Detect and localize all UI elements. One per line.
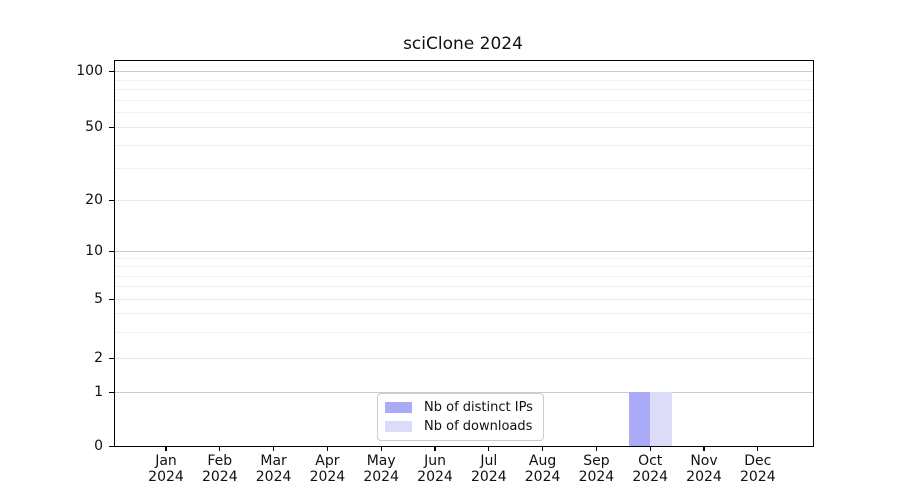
x-tick-label: Oct 2024 (618, 453, 682, 485)
x-tick-year: 2024 (363, 469, 399, 485)
gridline-minor (115, 112, 813, 114)
bar-downloads (650, 392, 672, 446)
x-tick-month: Jun (424, 453, 446, 469)
x-tick-month: Jul (480, 453, 498, 469)
x-tick-label: Nov 2024 (672, 453, 736, 485)
x-tick-month: Aug (528, 453, 557, 469)
x-tick-month: May (366, 453, 396, 469)
x-tick-month: Dec (744, 453, 772, 469)
x-tick-label: Sep 2024 (564, 453, 628, 485)
x-tick-label: Jan 2024 (134, 453, 198, 485)
y-tick-label: 2 (94, 350, 103, 366)
x-tick-month: Mar (260, 453, 287, 469)
gridline-minor (115, 266, 813, 268)
y-axis-tick (109, 126, 114, 128)
x-axis-tick (703, 446, 705, 451)
y-tick-label: 1 (94, 384, 103, 400)
x-tick-year: 2024 (255, 469, 292, 485)
gridline-major (115, 392, 813, 393)
x-tick-year: 2024 (578, 469, 615, 485)
x-tick-month: Jan (155, 453, 177, 469)
x-tick-year: 2024 (632, 469, 668, 485)
legend-entry: Nb of distinct IPs (385, 400, 533, 415)
x-tick-year: 2024 (201, 469, 238, 485)
x-tick-label: Jun 2024 (403, 453, 467, 485)
x-tick-year: 2024 (470, 469, 507, 485)
legend-label: Nb of distinct IPs (424, 400, 533, 415)
x-tick-year: 2024 (739, 469, 776, 485)
gridline-major (115, 71, 813, 72)
x-tick-year: 2024 (686, 469, 722, 485)
y-axis-tick (109, 250, 114, 252)
y-tick-label: 5 (94, 291, 103, 307)
x-axis-tick (380, 446, 382, 451)
x-axis-tick (165, 446, 167, 451)
x-tick-year: 2024 (148, 469, 184, 485)
x-tick-label: Feb 2024 (188, 453, 252, 485)
gridline-minor (115, 258, 813, 260)
y-tick-label: 10 (85, 243, 103, 259)
gridline-major (115, 200, 813, 201)
x-tick-month: Feb (207, 453, 233, 469)
x-tick-month: Oct (638, 453, 663, 469)
x-tick-year: 2024 (309, 469, 346, 485)
y-tick-label: 100 (76, 63, 103, 79)
legend-label: Nb of downloads (424, 419, 533, 434)
x-tick-year: 2024 (417, 469, 453, 485)
x-axis-tick (488, 446, 490, 451)
gridline-major (115, 358, 813, 359)
x-tick-month: Nov (690, 453, 718, 469)
gridline-minor (115, 89, 813, 91)
x-tick-month: Apr (315, 453, 340, 469)
gridline-minor (115, 331, 813, 333)
bar-distinct-ips (628, 392, 651, 446)
gridline-minor (115, 313, 813, 315)
gridline-minor (115, 167, 813, 169)
y-axis-tick (109, 357, 114, 359)
legend-entry: Nb of downloads (385, 419, 533, 434)
gridline-major (115, 251, 813, 252)
y-axis-tick (109, 445, 114, 447)
y-tick-label: 20 (85, 192, 103, 208)
legend: Nb of distinct IPs Nb of downloads (377, 393, 544, 441)
gridline-minor (115, 99, 813, 101)
x-axis-tick (434, 446, 436, 451)
gridline-minor (115, 286, 813, 288)
gridline-minor (115, 144, 813, 146)
y-axis-tick (109, 391, 114, 393)
x-axis-tick (757, 446, 759, 451)
x-tick-label: Jul 2024 (457, 453, 521, 485)
x-tick-label: Dec 2024 (726, 453, 790, 485)
legend-swatch-icon (385, 402, 412, 413)
x-tick-label: Aug 2024 (511, 453, 575, 485)
x-axis-tick (649, 446, 651, 451)
x-axis-tick (595, 446, 597, 451)
plot-area: 0 1 2 5 10 20 50 100 Jan 2024 Feb 2024 Mar 2024 Apr 202… (76, 60, 814, 485)
legend-swatch-icon (385, 421, 412, 432)
y-tick-label: 0 (94, 438, 103, 454)
y-axis-tick (109, 298, 114, 300)
x-tick-month: Sep (583, 453, 610, 469)
chart-title: sciClone 2024 (403, 34, 523, 54)
x-tick-label: Apr 2024 (295, 453, 359, 485)
x-axis-tick (542, 446, 544, 451)
y-tick-label: 50 (85, 119, 103, 135)
x-axis-tick (326, 446, 328, 451)
gridline-major (115, 299, 813, 300)
x-tick-label: Mar 2024 (242, 453, 306, 485)
y-axis-tick (109, 199, 114, 201)
gridline-major (115, 127, 813, 128)
x-tick-label: May 2024 (349, 453, 413, 485)
gridline-minor (115, 275, 813, 277)
gridline-minor (115, 79, 813, 81)
x-axis-tick (219, 446, 221, 451)
y-axis-tick (109, 70, 114, 72)
x-axis-tick (273, 446, 275, 451)
x-tick-year: 2024 (524, 469, 561, 485)
